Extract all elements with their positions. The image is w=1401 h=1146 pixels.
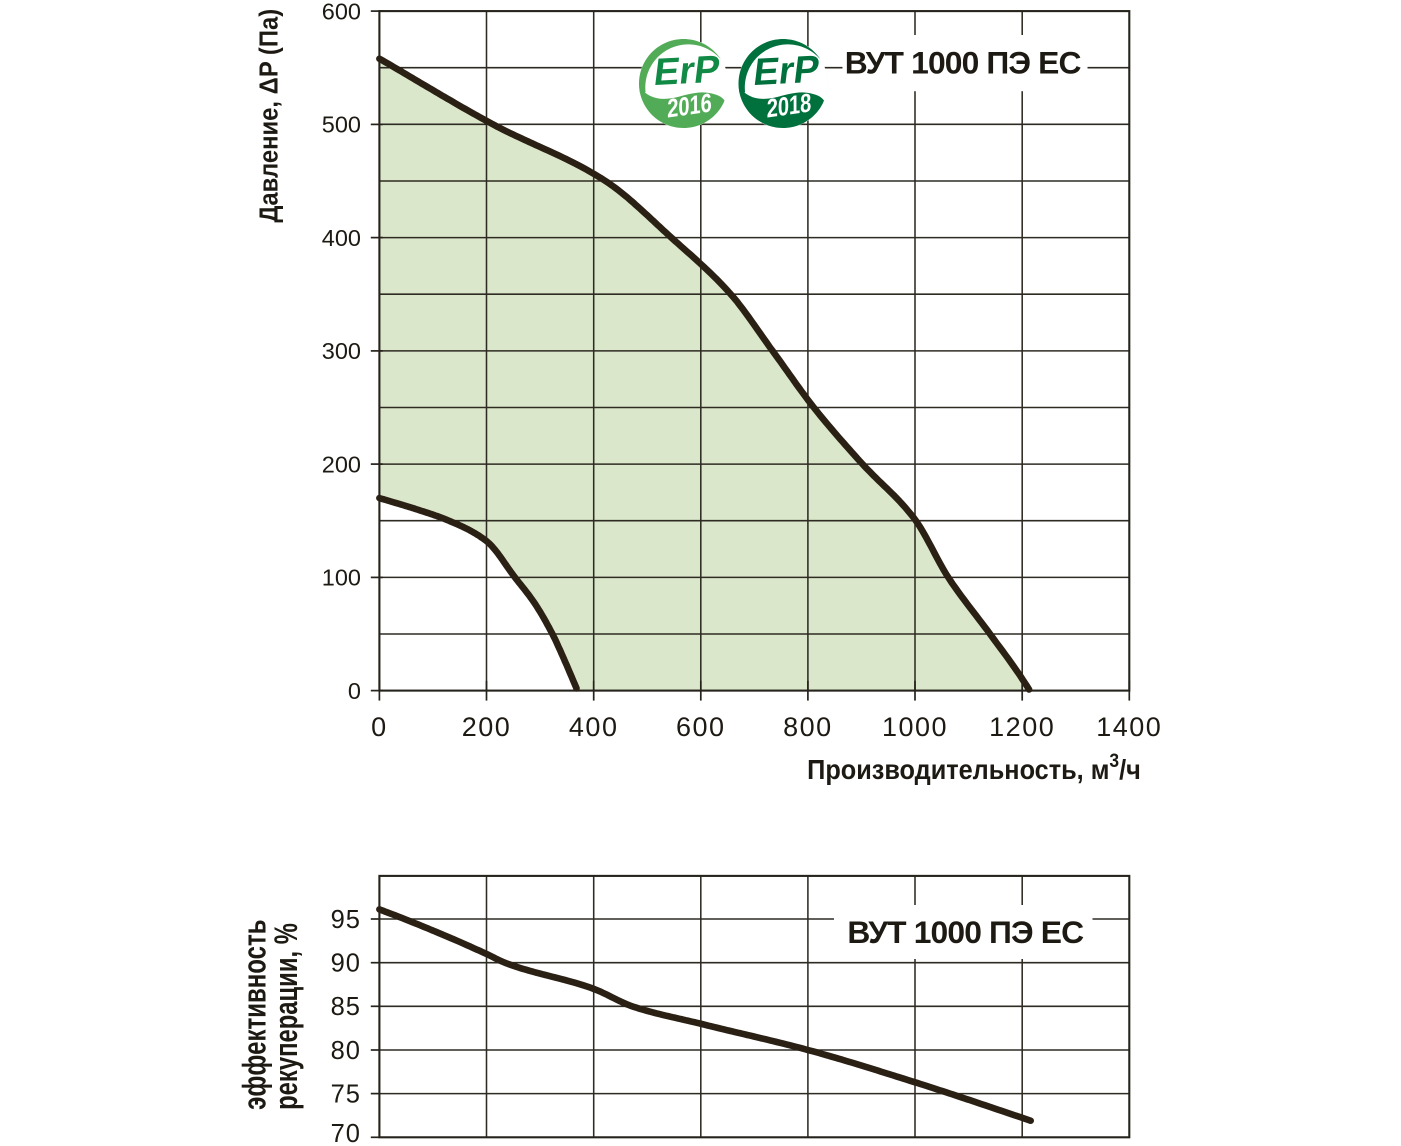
svg-text:80: 80 [331, 1037, 361, 1065]
svg-text:1200: 1200 [989, 712, 1055, 742]
svg-text:ВУТ 1000 ПЭ ЕС: ВУТ 1000 ПЭ ЕС [845, 44, 1082, 80]
svg-text:эффективность: эффективность [236, 919, 272, 1109]
svg-text:300: 300 [322, 338, 361, 364]
svg-text:рекуперации, %: рекуперации, % [267, 923, 303, 1110]
svg-text:70: 70 [331, 1120, 361, 1146]
svg-text:200: 200 [322, 451, 361, 477]
svg-text:90: 90 [331, 950, 361, 978]
svg-text:ВУТ 1000 ПЭ ЕС: ВУТ 1000 ПЭ ЕС [847, 914, 1084, 950]
svg-text:600: 600 [676, 712, 726, 742]
svg-text:0: 0 [371, 712, 388, 742]
svg-text:0: 0 [348, 678, 361, 704]
svg-text:ErP: ErP [652, 48, 723, 94]
svg-text:800: 800 [783, 712, 833, 742]
svg-text:1000: 1000 [882, 712, 948, 742]
svg-text:2016: 2016 [667, 88, 712, 123]
svg-text:ErP: ErP [751, 48, 822, 94]
svg-text:100: 100 [322, 565, 361, 591]
svg-text:400: 400 [569, 712, 619, 742]
svg-text:95: 95 [331, 906, 361, 934]
svg-text:85: 85 [331, 993, 361, 1021]
svg-text:500: 500 [322, 112, 361, 138]
svg-text:1400: 1400 [1096, 712, 1162, 742]
svg-text:Давление, ΔP (Па): Давление, ΔP (Па) [254, 9, 283, 223]
svg-text:Производительность, м3/ч: Производительность, м3/ч [807, 749, 1141, 785]
svg-text:200: 200 [462, 712, 512, 742]
svg-text:600: 600 [322, 0, 361, 24]
svg-text:400: 400 [322, 225, 361, 251]
svg-text:75: 75 [331, 1080, 361, 1108]
svg-text:2018: 2018 [767, 88, 812, 123]
